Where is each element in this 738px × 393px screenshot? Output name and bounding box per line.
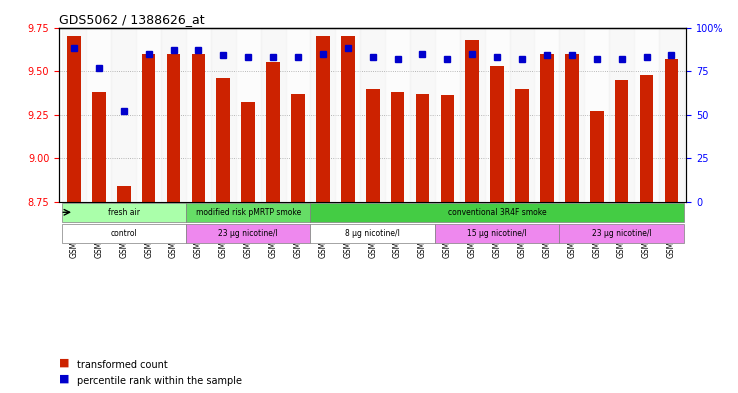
Bar xyxy=(86,28,111,202)
Bar xyxy=(490,66,504,202)
Bar xyxy=(510,28,534,202)
Bar xyxy=(664,59,678,202)
Text: modified risk pMRTP smoke: modified risk pMRTP smoke xyxy=(196,208,301,217)
Bar xyxy=(216,78,230,202)
FancyBboxPatch shape xyxy=(61,203,186,222)
Bar xyxy=(441,95,454,202)
Bar xyxy=(559,28,584,202)
Bar xyxy=(485,28,510,202)
Text: transformed count: transformed count xyxy=(77,360,168,371)
Bar xyxy=(615,80,629,202)
Bar xyxy=(186,28,211,202)
Bar xyxy=(534,28,559,202)
Bar xyxy=(640,75,653,202)
Bar xyxy=(385,28,410,202)
Bar xyxy=(316,36,330,202)
Text: fresh air: fresh air xyxy=(108,208,139,217)
FancyBboxPatch shape xyxy=(435,224,559,242)
Bar xyxy=(360,28,385,202)
Bar xyxy=(515,88,529,202)
Bar xyxy=(460,28,485,202)
Text: conventional 3R4F smoke: conventional 3R4F smoke xyxy=(448,208,546,217)
Bar xyxy=(565,54,579,202)
Text: 15 μg nicotine/l: 15 μg nicotine/l xyxy=(467,229,527,238)
Bar xyxy=(584,28,609,202)
FancyBboxPatch shape xyxy=(186,203,311,222)
Bar xyxy=(266,62,280,202)
Text: ■: ■ xyxy=(59,373,69,383)
Bar xyxy=(211,28,235,202)
Bar xyxy=(167,54,180,202)
Bar xyxy=(142,54,156,202)
Bar xyxy=(366,88,379,202)
Bar xyxy=(235,28,261,202)
Bar xyxy=(92,92,106,202)
Bar xyxy=(410,28,435,202)
Bar xyxy=(390,92,404,202)
Text: 23 μg nicotine/l: 23 μg nicotine/l xyxy=(218,229,278,238)
Bar xyxy=(540,54,554,202)
Bar xyxy=(590,111,604,202)
Bar xyxy=(137,28,161,202)
FancyBboxPatch shape xyxy=(61,224,186,242)
Text: 23 μg nicotine/l: 23 μg nicotine/l xyxy=(592,229,652,238)
Bar xyxy=(111,28,137,202)
Bar xyxy=(466,40,479,202)
Bar xyxy=(341,36,355,202)
Bar xyxy=(311,28,335,202)
Bar xyxy=(634,28,659,202)
FancyBboxPatch shape xyxy=(186,224,311,242)
Bar xyxy=(292,94,305,202)
Bar xyxy=(335,28,360,202)
Text: control: control xyxy=(111,229,137,238)
Bar xyxy=(67,36,81,202)
Bar xyxy=(286,28,311,202)
Text: ■: ■ xyxy=(59,358,69,367)
Text: 8 μg nicotine/l: 8 μg nicotine/l xyxy=(345,229,400,238)
Bar xyxy=(261,28,286,202)
Bar xyxy=(117,186,131,202)
Text: percentile rank within the sample: percentile rank within the sample xyxy=(77,376,243,386)
Bar xyxy=(609,28,634,202)
Bar xyxy=(435,28,460,202)
FancyBboxPatch shape xyxy=(559,224,684,242)
FancyBboxPatch shape xyxy=(311,203,684,222)
Bar xyxy=(659,28,684,202)
Bar xyxy=(61,28,86,202)
FancyBboxPatch shape xyxy=(311,224,435,242)
Bar xyxy=(161,28,186,202)
Bar xyxy=(241,103,255,202)
Bar xyxy=(192,54,205,202)
Bar xyxy=(415,94,430,202)
Text: GDS5062 / 1388626_at: GDS5062 / 1388626_at xyxy=(59,13,204,26)
